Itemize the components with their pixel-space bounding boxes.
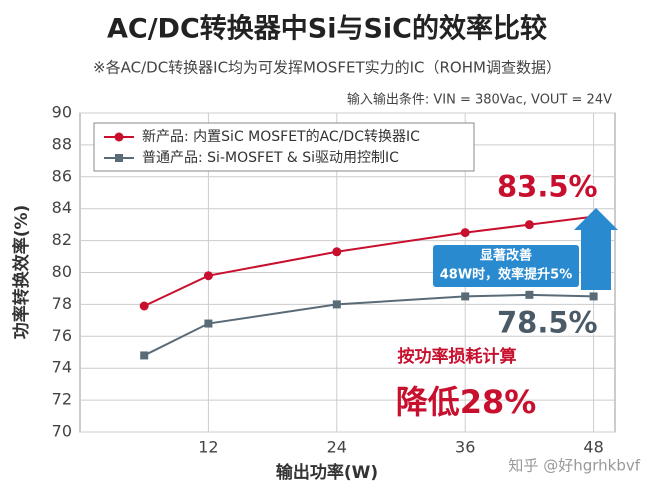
value-label: 83.5%: [497, 170, 598, 204]
x-tick-label: 36: [455, 438, 475, 457]
legend-label: 普通产品: Si-MOSFET & Si驱动用控制IC: [142, 150, 399, 166]
legend-marker: [115, 154, 123, 162]
y-tick-label: 90: [52, 103, 72, 122]
data-point: [204, 319, 213, 328]
data-point: [589, 292, 598, 301]
series-line: [143, 293, 594, 357]
annotation: 降低28%: [396, 383, 537, 421]
condition: 输入输出条件: VIN = 380Vac, VOUT = 24V: [347, 92, 612, 108]
y-tick-label: 80: [52, 262, 72, 281]
value-label: 78.5%: [497, 305, 598, 339]
data-point: [524, 220, 534, 230]
data-point: [525, 290, 534, 299]
chart-subtitle: ※各AC/DC转换器IC均为可发挥MOSFET实力的IC（ROHM调查数据）: [93, 59, 561, 77]
legend-box: [93, 122, 475, 172]
x-axis-label: 输出功率(W): [276, 462, 378, 483]
y-axis-label: 功率转换效率(%): [11, 205, 32, 340]
series-line: [143, 215, 594, 307]
x-tick-label: 12: [198, 438, 218, 457]
y-tick-label: 70: [52, 422, 72, 441]
x-tick-label: 48: [583, 438, 603, 457]
legend-label: 新产品: 内置SiC MOSFET的AC/DC转换器IC: [142, 128, 420, 145]
y-tick-label: 78: [52, 294, 72, 313]
y-tick-label: 76: [52, 326, 72, 345]
y-tick-label: 82: [52, 230, 72, 249]
callout-box: [433, 245, 579, 287]
data-point: [139, 301, 149, 311]
callout-text: 48W时，效率提升5%: [440, 267, 573, 283]
data-point: [332, 247, 342, 257]
improvement-arrow: [574, 208, 618, 290]
annotation: 按功率损耗计算: [398, 346, 517, 367]
y-tick-label: 74: [52, 358, 72, 377]
legend: 新产品: 内置SiC MOSFET的AC/DC转换器IC 普通产品: Si-MOS…: [93, 122, 475, 172]
x-tick-label: 24: [327, 438, 347, 457]
y-tick-label: 84: [52, 198, 72, 217]
y-tick-label: 88: [52, 134, 72, 153]
y-tick-label: 72: [52, 390, 72, 409]
data-point: [332, 300, 341, 309]
y-tick-label: 86: [52, 166, 72, 185]
data-point: [140, 351, 149, 360]
data-point: [460, 228, 470, 238]
legend-marker: [114, 132, 124, 142]
chart-title: AC/DC转换器中Si与SiC的效率比较: [107, 13, 547, 45]
watermark: 知乎 @好hgrhkbvf: [508, 457, 640, 475]
data-point: [461, 292, 470, 301]
data-point: [203, 271, 213, 281]
callout-text: 显著改善: [480, 248, 532, 264]
